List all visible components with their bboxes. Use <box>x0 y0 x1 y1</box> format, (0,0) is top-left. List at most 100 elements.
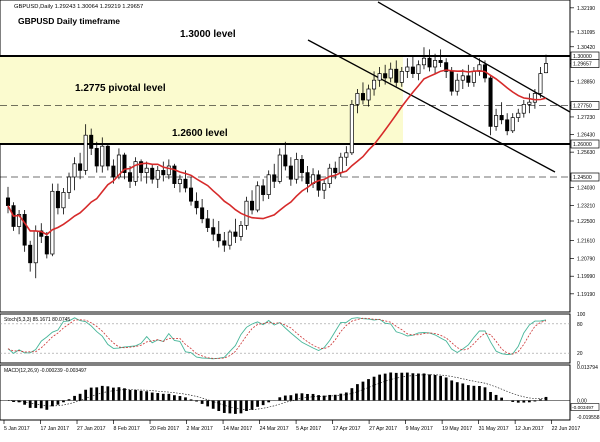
candle <box>155 166 160 188</box>
date-tick-label: 27 Jan 2017 <box>77 426 106 432</box>
candle-body <box>427 57 432 68</box>
candle <box>50 183 55 257</box>
candle-body <box>194 200 199 209</box>
candle <box>144 161 149 184</box>
candle-body <box>50 190 55 255</box>
candle <box>194 192 199 215</box>
price-axis: 1.32190 1.31095 1.30420 1.29657 1.28850 1.277… <box>570 6 600 298</box>
date-tick-label: 12 Jun 2017 <box>515 426 544 432</box>
candle-body <box>433 60 438 68</box>
candle <box>399 67 404 87</box>
price-tick-label: 1.22500 <box>577 219 595 225</box>
candle-body <box>405 66 410 72</box>
candle-body <box>177 178 182 184</box>
candle-body <box>272 174 277 182</box>
candle-body <box>372 79 377 90</box>
candle-body <box>394 68 399 83</box>
candle-body <box>288 165 293 180</box>
moving-average-line <box>7 69 547 236</box>
candle <box>150 163 155 184</box>
candle-body <box>360 93 365 101</box>
candle-body <box>344 152 349 158</box>
candle <box>294 152 299 184</box>
candle <box>227 229 232 250</box>
candle <box>66 172 72 199</box>
candle <box>89 128 94 155</box>
candle-body <box>333 167 338 173</box>
candle <box>17 210 22 235</box>
candle-body <box>299 159 304 173</box>
date-tick-label: 27 Apr 2017 <box>369 426 397 432</box>
candle <box>283 141 288 171</box>
candle-body <box>377 73 382 81</box>
date-tick-label: 5 Jan 2017 <box>4 426 30 432</box>
candle-body <box>366 88 371 101</box>
candle-body <box>61 192 66 209</box>
stoch-panel <box>0 313 571 364</box>
date-tick-label: 17 Jan 2017 <box>41 426 70 432</box>
candle <box>377 67 382 87</box>
price-marker-box <box>570 139 600 149</box>
candle-body <box>444 62 449 72</box>
candle-body <box>172 165 177 184</box>
price-marker-label: 1.27750 <box>573 104 592 110</box>
macd-histogram: 0.013794 0.00 -0.019558 -0.003497 <box>0 365 600 421</box>
candle <box>22 210 27 252</box>
candle <box>316 170 321 197</box>
candle <box>277 148 282 184</box>
candle <box>344 146 349 166</box>
candle-body <box>521 104 526 114</box>
candle <box>333 161 338 180</box>
candle-body <box>94 148 99 167</box>
candle <box>427 49 432 72</box>
candle-body <box>66 176 72 193</box>
date-tick-label: 19 May 2017 <box>442 426 472 432</box>
candle-body <box>211 227 216 235</box>
date-tick-label: 5 Apr 2017 <box>296 426 321 432</box>
candle-body <box>294 159 299 180</box>
candle <box>444 58 449 78</box>
candle <box>499 102 504 125</box>
macd-tick-label: 0.00 <box>577 399 587 405</box>
candle-body <box>200 207 205 220</box>
candle-body <box>505 119 510 132</box>
date-tick-label: 17 Apr 2017 <box>333 426 361 432</box>
candle <box>205 210 210 232</box>
price-tick-label: 1.28850 <box>577 79 595 85</box>
price-marker-label: 1.24500 <box>573 175 592 181</box>
candle-body <box>161 170 166 176</box>
price-tick-label: 1.30420 <box>577 45 595 51</box>
candle-body <box>527 101 532 105</box>
price-tick-label: 1.31095 <box>577 30 595 36</box>
candle-body <box>5 197 11 206</box>
candle <box>388 62 393 83</box>
candle <box>505 113 510 136</box>
candle-body <box>488 77 493 127</box>
stoch-tick-label: 100 <box>577 312 586 318</box>
candle <box>250 190 255 215</box>
candle-body <box>72 163 77 178</box>
candle <box>44 232 49 259</box>
candle-body <box>250 200 255 211</box>
price-marker: 1.27750 <box>570 101 600 110</box>
candle-body <box>305 172 310 184</box>
candle <box>299 155 304 182</box>
candle <box>172 163 177 188</box>
macd-tick-label: 0.013794 <box>577 365 598 371</box>
price-marker: 1.30000 <box>570 51 600 61</box>
stochastic-oscillator: 100 80 20 0 <box>0 312 586 367</box>
macd-marker-box <box>570 403 600 411</box>
candle <box>516 108 521 122</box>
macd-marker-label: -0.003497 <box>572 405 594 411</box>
candle-body <box>22 214 27 246</box>
candle-body <box>399 71 404 83</box>
candle-body <box>139 161 144 173</box>
candle-body <box>238 225 243 237</box>
candle <box>383 64 388 85</box>
candle <box>466 64 471 87</box>
candle <box>438 49 443 67</box>
price-marker-box <box>570 172 600 182</box>
annotation-pivot: 1.2775 pivotal level <box>75 83 166 94</box>
candle <box>200 199 205 224</box>
candle <box>189 177 194 206</box>
